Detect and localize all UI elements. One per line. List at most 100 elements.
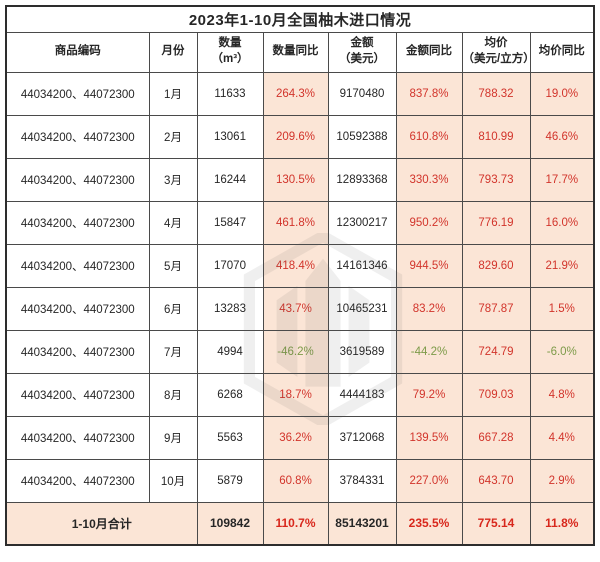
cell-qty-yoy: 418.4% — [262, 243, 329, 288]
cell-amount: 9170480 — [327, 71, 397, 116]
cell-price: 724.79 — [461, 329, 531, 374]
cell-amount-yoy: 610.8% — [395, 114, 463, 159]
cell-price: 810.99 — [461, 114, 531, 159]
table-row: 44034200、44072300 4月 15847 461.8% 12300217 95… — [5, 200, 595, 245]
cell-amount-yoy: 79.2% — [395, 372, 463, 417]
cell-amount-yoy: 139.5% — [395, 415, 463, 460]
cell-price-yoy: 17.7% — [529, 157, 595, 202]
total-amount-yoy: 235.5% — [395, 501, 463, 546]
cell-amount: 12300217 — [327, 200, 397, 245]
total-avg-price-yoy: 11.8% — [529, 501, 595, 546]
cell-month: 4月 — [148, 200, 198, 245]
cell-qty-yoy: 130.5% — [262, 157, 329, 202]
column-header: 均价 （美元/立方） — [461, 31, 531, 73]
cell-amount-yoy: 83.2% — [395, 286, 463, 331]
total-avg-price: 775.14 — [461, 501, 531, 546]
cell-qty: 13061 — [196, 114, 264, 159]
cell-code: 44034200、44072300 — [5, 71, 150, 116]
cell-month: 9月 — [148, 415, 198, 460]
cell-month: 7月 — [148, 329, 198, 374]
cell-price-yoy: 16.0% — [529, 200, 595, 245]
cell-amount: 10592388 — [327, 114, 397, 159]
cell-code: 44034200、44072300 — [5, 329, 150, 374]
cell-price-yoy: 19.0% — [529, 71, 595, 116]
cell-qty: 15847 — [196, 200, 264, 245]
cell-qty-yoy: 43.7% — [262, 286, 329, 331]
cell-qty-yoy: -46.2% — [262, 329, 329, 374]
teak-import-table: 2023年1-10月全国柚木进口情况 商品编码 月份 数量 （m³） 数量同比 金额 （美元… — [5, 5, 596, 546]
cell-amount-yoy: -44.2% — [395, 329, 463, 374]
column-header: 均价同比 — [529, 31, 595, 73]
cell-amount: 4444183 — [327, 372, 397, 417]
title-row: 2023年1-10月全国柚木进口情况 — [5, 5, 595, 33]
cell-price: 793.73 — [461, 157, 531, 202]
cell-price: 643.70 — [461, 458, 531, 503]
cell-price: 667.28 — [461, 415, 531, 460]
cell-code: 44034200、44072300 — [5, 200, 150, 245]
table-row: 44034200、44072300 3月 16244 130.5% 12893368 33… — [5, 157, 595, 202]
cell-month: 8月 — [148, 372, 198, 417]
cell-qty-yoy: 264.3% — [262, 71, 329, 116]
cell-amount-yoy: 944.5% — [395, 243, 463, 288]
cell-amount: 3619589 — [327, 329, 397, 374]
page-title: 2023年1-10月全国柚木进口情况 — [5, 5, 595, 33]
cell-amount-yoy: 227.0% — [395, 458, 463, 503]
table-row: 44034200、44072300 1月 11633 264.3% 9170480 837… — [5, 71, 595, 116]
table-row: 44034200、44072300 6月 13283 43.7% 10465231 83.… — [5, 286, 595, 331]
table-row: 44034200、44072300 7月 4994 -46.2% 3619589 -44.… — [5, 329, 595, 374]
column-header: 金额同比 — [395, 31, 463, 73]
cell-price: 788.32 — [461, 71, 531, 116]
cell-qty: 17070 — [196, 243, 264, 288]
cell-month: 1月 — [148, 71, 198, 116]
cell-price-yoy: 1.5% — [529, 286, 595, 331]
cell-code: 44034200、44072300 — [5, 286, 150, 331]
cell-amount: 10465231 — [327, 286, 397, 331]
cell-price-yoy: 4.8% — [529, 372, 595, 417]
cell-qty: 4994 — [196, 329, 264, 374]
total-row: 1-10月合计 109842 110.7% 85143201 235.5% 77… — [5, 501, 595, 546]
cell-code: 44034200、44072300 — [5, 114, 150, 159]
cell-code: 44034200、44072300 — [5, 458, 150, 503]
cell-amount-yoy: 837.8% — [395, 71, 463, 116]
total-label: 1-10月合计 — [5, 501, 198, 546]
cell-month: 5月 — [148, 243, 198, 288]
cell-code: 44034200、44072300 — [5, 157, 150, 202]
column-header: 金额 （美元） — [327, 31, 397, 73]
table-row: 44034200、44072300 2月 13061 209.6% 10592388 61… — [5, 114, 595, 159]
cell-qty-yoy: 60.8% — [262, 458, 329, 503]
column-header: 数量 （m³） — [196, 31, 264, 73]
cell-amount-yoy: 330.3% — [395, 157, 463, 202]
cell-qty-yoy: 461.8% — [262, 200, 329, 245]
table-body: 44034200、44072300 1月 11633 264.3% 9170480 837… — [5, 71, 595, 503]
table-row: 44034200、44072300 5月 17070 418.4% 14161346 94… — [5, 243, 595, 288]
cell-code: 44034200、44072300 — [5, 415, 150, 460]
cell-month: 10月 — [148, 458, 198, 503]
cell-qty: 5563 — [196, 415, 264, 460]
cell-qty-yoy: 36.2% — [262, 415, 329, 460]
cell-amount: 12893368 — [327, 157, 397, 202]
table-row: 44034200、44072300 8月 6268 18.7% 4444183 79.2%… — [5, 372, 595, 417]
cell-month: 2月 — [148, 114, 198, 159]
header-row: 商品编码 月份 数量 （m³） 数量同比 金额 （美元） 金额同比 均价 （美元/立方） 均价同比 — [5, 31, 595, 73]
cell-price-yoy: 2.9% — [529, 458, 595, 503]
column-header: 商品编码 — [5, 31, 150, 73]
cell-price: 787.87 — [461, 286, 531, 331]
total-amount: 85143201 — [327, 501, 397, 546]
cell-qty: 16244 — [196, 157, 264, 202]
cell-month: 6月 — [148, 286, 198, 331]
table-row: 44034200、44072300 9月 5563 36.2% 3712068 139.5… — [5, 415, 595, 460]
cell-qty-yoy: 209.6% — [262, 114, 329, 159]
total-quantity: 109842 — [196, 501, 264, 546]
cell-qty: 11633 — [196, 71, 264, 116]
cell-amount: 3712068 — [327, 415, 397, 460]
cell-price: 709.03 — [461, 372, 531, 417]
cell-qty: 6268 — [196, 372, 264, 417]
cell-code: 44034200、44072300 — [5, 372, 150, 417]
cell-code: 44034200、44072300 — [5, 243, 150, 288]
cell-month: 3月 — [148, 157, 198, 202]
cell-price-yoy: 46.6% — [529, 114, 595, 159]
cell-qty: 5879 — [196, 458, 264, 503]
column-header: 数量同比 — [262, 31, 329, 73]
table-row: 44034200、44072300 10月 5879 60.8% 3784331 227.… — [5, 458, 595, 503]
